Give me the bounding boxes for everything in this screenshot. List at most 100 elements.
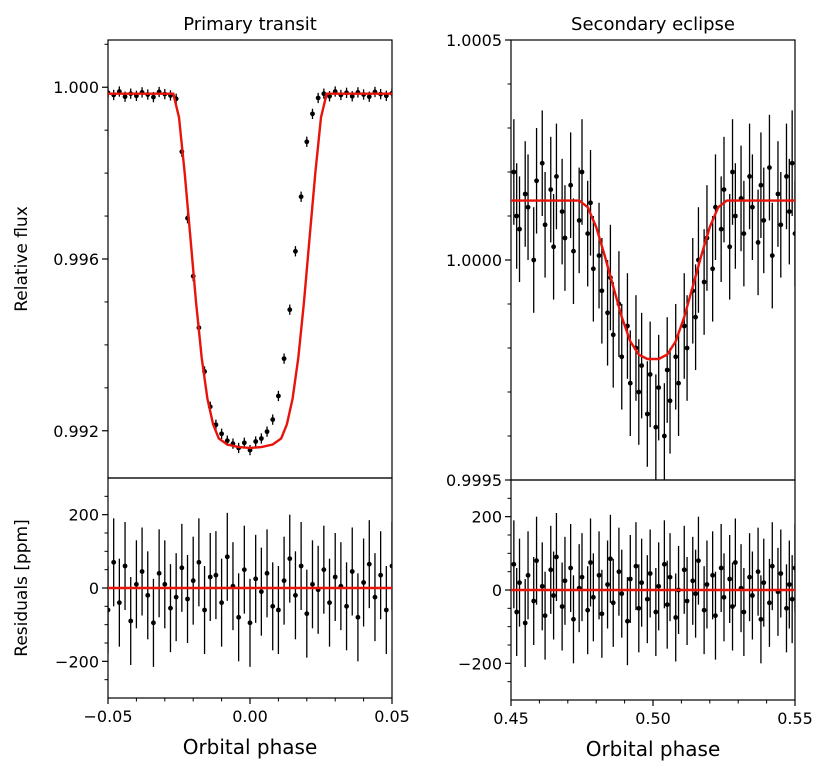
data-point [684,598,690,604]
data-point [128,618,134,624]
data-point [704,582,710,587]
data-point [784,605,789,611]
data-point [681,323,687,329]
data-point [224,554,230,560]
data-point [599,611,605,617]
data-point [190,578,196,584]
data-point [366,94,372,100]
data-point [534,558,539,564]
y-tick-label: 1.0000 [446,251,502,270]
data-point [531,598,537,604]
data-point [568,565,574,571]
data-point [542,613,548,619]
data-point [366,561,372,567]
data-point [236,614,242,620]
data-point [321,91,327,97]
data-point [548,187,554,193]
data-point [767,600,772,606]
data-point [378,572,384,578]
data-point [693,591,698,597]
data-point [778,222,784,228]
data-point [656,583,662,589]
y-tick-label: 0.996 [53,250,99,269]
data-point [690,578,696,584]
data-point [767,165,772,171]
data-point [321,567,327,573]
data-point [517,226,522,232]
data-point [639,580,645,586]
data-point [693,314,698,320]
data-point [108,607,111,613]
data-layer [108,512,392,667]
axes-frame [107,39,393,479]
data-point [588,200,593,206]
data-point [576,218,582,223]
data-point [522,191,528,197]
data-point [298,563,304,569]
data-point [571,616,576,622]
data-point [732,560,738,565]
data-point [713,613,718,619]
data-point [270,417,276,422]
data-point [276,607,281,613]
data-point [511,561,517,567]
data-point [730,604,735,609]
data-point [111,559,117,565]
data-point [727,244,733,250]
x-tick-label: 0.55 [777,709,813,728]
data-point [517,580,522,586]
data-point [151,620,156,626]
data-point [732,213,738,219]
data-point [730,169,735,175]
data-point [551,593,556,598]
data-point [696,558,701,564]
y-tick-label: 0 [89,579,99,598]
data-point [673,615,679,620]
data-point [585,607,591,613]
data-point [202,607,207,613]
data-point [287,556,293,562]
data-point [207,574,213,580]
data-layer [511,513,795,667]
data-point [349,93,355,99]
panel-secondary-eclipse-residuals: Orbital phase −200 0 200 0.45 0.50 0.55 [458,479,813,761]
data-point [673,354,679,360]
data-point [134,581,139,587]
data-point [747,574,752,580]
x-tick-label: 0.50 [635,709,671,728]
data-point [786,209,792,215]
data-point [349,569,355,574]
data-point [139,569,145,574]
y-axis-label: Residuals [ppm] [12,519,32,656]
data-point [522,620,528,626]
y-tick-label: 1.0005 [446,31,502,50]
data-point [383,607,389,613]
data-point [605,582,610,587]
data-point [219,431,225,437]
data-point [372,594,378,600]
data-point [636,605,642,611]
data-point [241,440,247,446]
data-point [542,222,548,228]
x-axis-label: Orbital phase [586,737,721,761]
data-point [627,380,633,386]
data-point [310,581,315,587]
data-point [253,576,259,582]
x-tick-label: −0.05 [83,707,132,726]
data-point [327,93,332,99]
data-point [718,565,724,571]
data-point [710,572,716,578]
data-point [389,563,392,569]
data-point [258,436,264,441]
data-point [605,310,610,316]
data-point [531,257,537,263]
data-point [647,571,653,576]
x-tick-label: 0.45 [493,709,529,728]
data-point [647,372,653,377]
data-point [741,609,747,615]
y-tick-label: 1.000 [53,78,99,97]
data-point [304,139,310,145]
data-point [761,218,767,223]
data-point [327,600,332,606]
data-point [627,576,633,582]
